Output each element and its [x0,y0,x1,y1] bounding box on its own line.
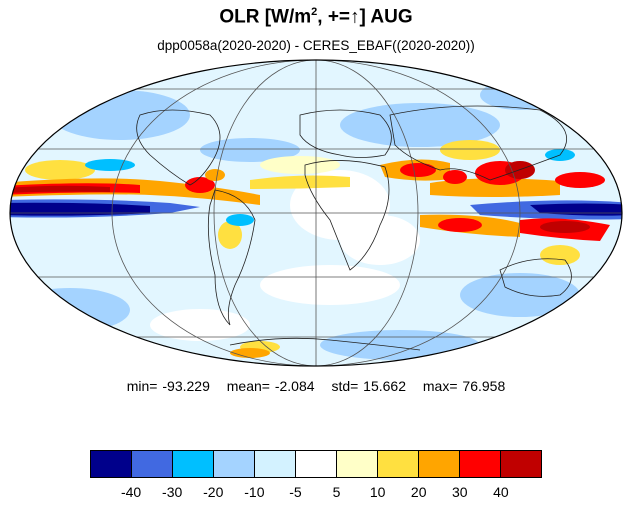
colorbar-labels: -40 -30 -20 -10 -5 5 10 20 30 40 [90,484,542,502]
colorbar-tick-label: 40 [493,484,509,500]
colorbar-segment [255,451,296,477]
title-text: OLR [W/m [219,6,312,28]
colorbar-segment [419,451,460,477]
title-superscript: 2 [311,6,318,18]
colorbar-tick-label: 30 [452,484,468,500]
coastlines [136,105,572,351]
stat-min: min= -93.229 [126,378,210,394]
stat-mean: mean= -2.084 [226,378,315,394]
colorbar-segment [460,451,501,477]
colorbar-segment [501,451,541,477]
colorbar-segment [173,451,214,477]
colorbar-segment [214,451,255,477]
subtitle: dpp0058a(2020-2020) - CERES_EBAF((2020-2… [157,38,475,53]
colorbar-segment [132,451,173,477]
stat-std: std= 15.662 [331,378,406,394]
colorbar-tick-label: -5 [289,484,302,500]
colorbar-tick-label: 10 [369,484,386,500]
colorbar-tick-label: -30 [162,484,183,500]
colorbar-tick-label: -10 [244,484,265,500]
colorbar-segment [378,451,419,477]
colorbar [90,450,542,478]
graticule [10,60,622,366]
colorbar-tick-label: -20 [203,484,224,500]
stats-line: min= -93.229 mean= -2.084 std= 15.662 ma… [0,378,632,394]
stat-max: max= 76.958 [422,378,506,394]
colorbar-segment [296,451,337,477]
map-panel [9,59,623,367]
colorbar-segment [91,451,132,477]
map-border [9,59,623,367]
colorbar-tick-label: 5 [332,484,341,500]
colorbar-segment [337,451,378,477]
title-text-rest: , +=↑] AUG [317,6,413,28]
page-title: OLR [W/m2, +=↑] AUG [0,6,632,28]
colorbar-tick-label: 20 [410,484,427,500]
colorbar-tick-label: -40 [120,484,142,500]
